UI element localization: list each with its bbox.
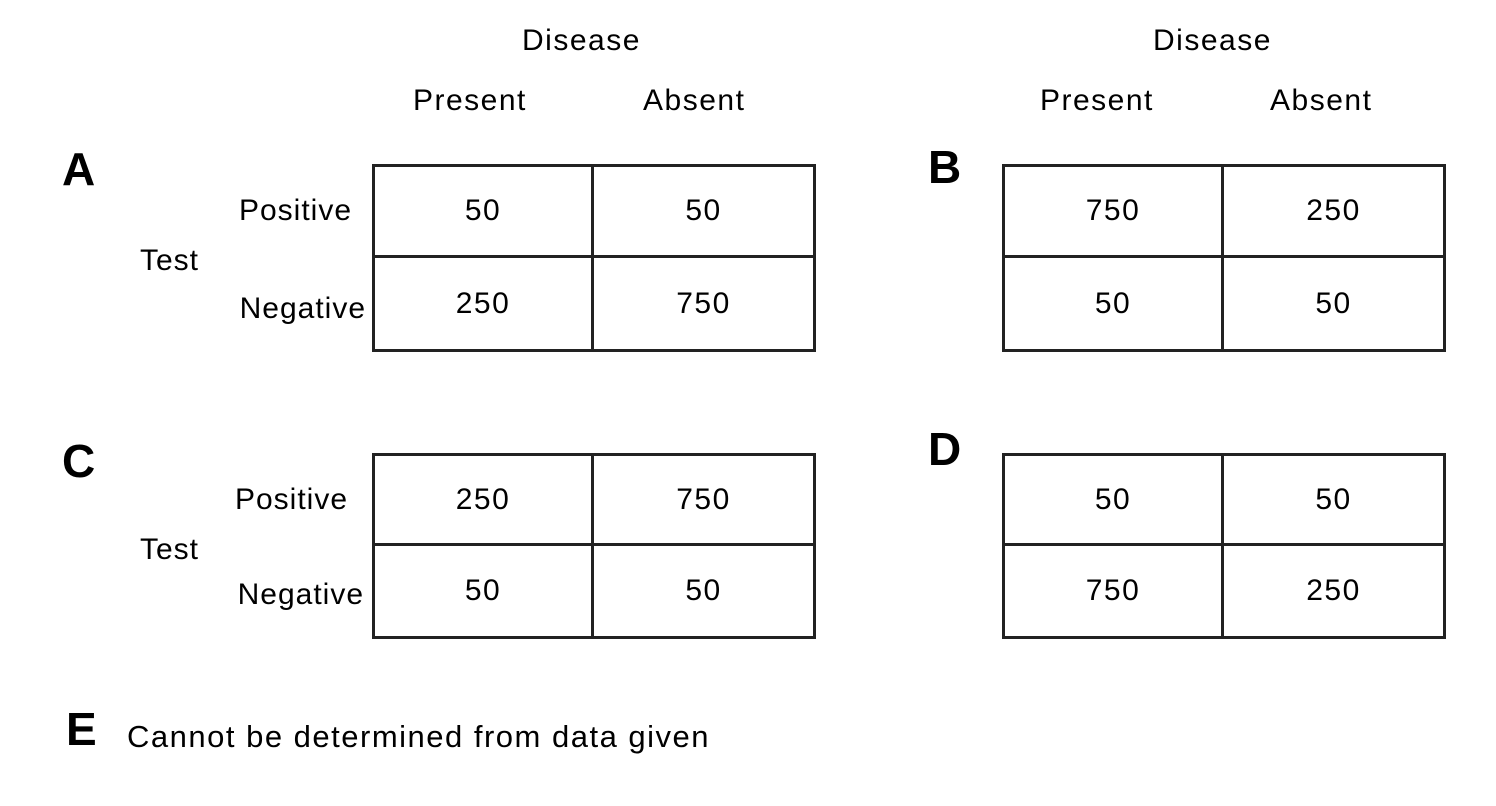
table-a-cell: 250: [375, 258, 594, 349]
table-d-cell: 50: [1224, 456, 1443, 546]
table-a-cell: 50: [375, 167, 594, 258]
table-d-cell: 250: [1306, 574, 1361, 607]
option-a-label[interactable]: A: [62, 143, 96, 195]
table-b-cell: 50: [1315, 286, 1352, 320]
absent-header-right: Absent: [1270, 84, 1373, 117]
table-d[interactable]: 50 50 750 250: [1002, 453, 1446, 639]
table-b-cell: 750: [1005, 167, 1224, 258]
option-b-label[interactable]: B: [928, 141, 962, 193]
option-e-label[interactable]: E: [66, 703, 97, 755]
table-c-cell: 50: [685, 574, 722, 607]
table-a-cell: 50: [594, 167, 813, 258]
table-a[interactable]: 50 50 250 750: [372, 164, 816, 352]
option-c-label[interactable]: C: [62, 435, 96, 487]
test-label-c: Test: [140, 533, 200, 566]
option-e-text[interactable]: Cannot be determined from data given: [127, 719, 711, 754]
row-label-negative-a: Negative: [239, 292, 366, 325]
table-c[interactable]: 250 750 50 50: [372, 453, 816, 639]
table-a-cell: 750: [676, 286, 731, 320]
present-header-left: Present: [413, 84, 527, 117]
option-d-label[interactable]: D: [928, 423, 962, 475]
table-c-cell: 250: [375, 456, 594, 546]
row-label-positive-c: Positive: [234, 483, 348, 516]
disease-header-right: Disease: [1153, 24, 1272, 57]
table-c-cell: 750: [594, 456, 813, 546]
disease-header-left: Disease: [522, 24, 641, 57]
present-header-right: Present: [1040, 84, 1154, 117]
table-b-cell: 250: [1224, 167, 1443, 258]
test-label-a: Test: [140, 244, 200, 277]
table-b-cell: 50: [1005, 258, 1224, 349]
absent-header-left: Absent: [643, 84, 746, 117]
table-c-cell: 50: [375, 546, 594, 636]
table-d-cell: 750: [1005, 546, 1224, 636]
row-label-positive-a: Positive: [238, 194, 352, 227]
table-d-cell: 50: [1005, 456, 1224, 546]
row-label-negative-c: Negative: [237, 578, 364, 611]
table-b[interactable]: 750 250 50 50: [1002, 164, 1446, 352]
